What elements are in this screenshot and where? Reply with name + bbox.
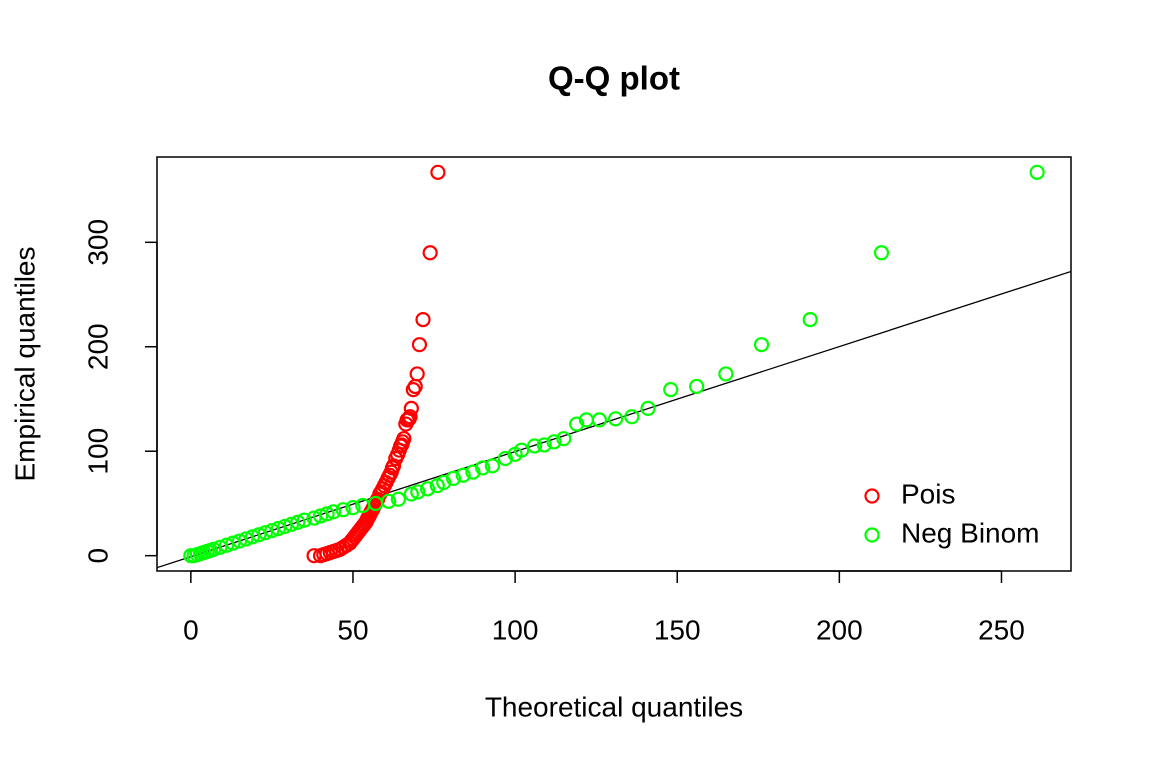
point	[430, 164, 446, 180]
point	[663, 381, 679, 398]
point	[409, 366, 425, 382]
point	[225, 535, 241, 551]
point	[513, 442, 530, 458]
point	[422, 245, 438, 261]
point	[411, 337, 428, 353]
point	[205, 541, 222, 557]
point	[455, 467, 471, 483]
x-tick-label: 0	[183, 614, 199, 645]
reference-line	[157, 270, 1071, 569]
point	[410, 484, 426, 500]
point	[212, 539, 228, 555]
point	[802, 312, 818, 328]
point	[608, 411, 624, 427]
point	[753, 337, 770, 353]
point	[396, 431, 412, 447]
point	[264, 522, 280, 539]
point	[475, 460, 491, 476]
point	[345, 500, 361, 516]
x-tick-label: 150	[654, 614, 701, 645]
legend-marker	[864, 527, 880, 543]
point	[403, 486, 419, 502]
point	[403, 400, 419, 416]
legend-marker	[864, 488, 880, 504]
point	[526, 438, 543, 454]
point	[591, 412, 608, 428]
y-tick-label: 200	[82, 323, 113, 370]
point	[445, 470, 462, 486]
point	[335, 502, 351, 518]
point	[218, 537, 235, 553]
point	[312, 508, 329, 524]
point	[257, 525, 274, 541]
point	[283, 516, 299, 532]
point	[381, 493, 397, 509]
point	[319, 506, 335, 522]
x-tick-label: 250	[978, 614, 1025, 645]
point	[718, 366, 734, 382]
point	[484, 458, 501, 474]
point	[873, 245, 890, 261]
point	[415, 312, 431, 328]
point	[296, 512, 312, 528]
point	[306, 510, 322, 526]
legend-label: Neg Binom	[901, 517, 1040, 548]
point	[1029, 164, 1045, 180]
point	[546, 434, 562, 450]
y-tick-label: 300	[82, 219, 113, 266]
point	[390, 491, 406, 507]
legend-label: Pois	[901, 478, 955, 509]
point	[624, 409, 640, 425]
point	[277, 518, 293, 535]
y-tick-label: 100	[82, 428, 113, 475]
x-axis-label: Theoretical quantiles	[485, 691, 743, 722]
point	[465, 464, 481, 480]
y-axis-label: Empirical quantiles	[9, 247, 40, 482]
point	[640, 400, 656, 416]
x-tick-label: 200	[816, 614, 863, 645]
x-tick-label: 100	[492, 614, 539, 645]
point	[231, 533, 248, 549]
x-tick-label: 50	[337, 614, 368, 645]
point	[244, 529, 261, 545]
y-tick-label: 0	[82, 548, 113, 564]
chart-title: Q-Q plot	[548, 60, 680, 97]
point	[689, 378, 705, 395]
point	[290, 514, 306, 530]
point	[251, 527, 267, 543]
point	[569, 416, 585, 432]
point	[419, 481, 436, 497]
point	[270, 520, 286, 537]
point	[556, 431, 572, 447]
point	[402, 409, 418, 425]
point	[436, 474, 452, 491]
point	[497, 450, 513, 467]
point	[238, 531, 254, 547]
point	[325, 504, 342, 520]
point	[536, 437, 552, 453]
